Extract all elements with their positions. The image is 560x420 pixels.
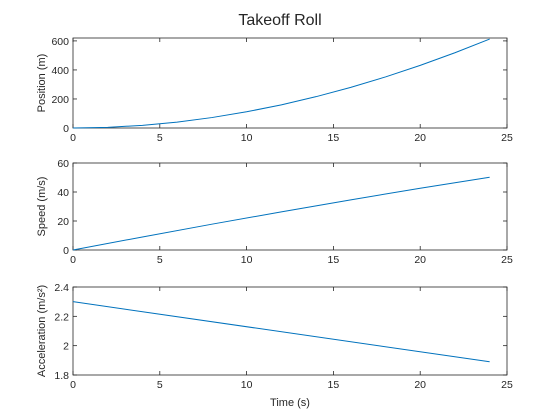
subplot-2: 0 5 10 15 20 25 0 20 40 60 Speed (m/s) — [36, 158, 513, 266]
x-tick-label: 5 — [157, 379, 163, 391]
subplot-3: 0 5 10 15 20 25 1.8 2 2.2 2.4 Acceleration (m/s²) T… — [36, 282, 513, 409]
y-tick-label: 2.4 — [54, 282, 69, 294]
series-line — [72, 176, 490, 251]
series-line — [72, 301, 490, 363]
x-tick-label: 20 — [414, 254, 426, 266]
x-tick-label: 10 — [241, 132, 253, 144]
axes-box — [72, 162, 508, 251]
y-axis-label: Acceleration (m/s²) — [36, 285, 48, 377]
figure-title: Takeoff Roll — [238, 12, 321, 29]
y-tick-label: 400 — [51, 65, 69, 77]
x-tick-label: 20 — [414, 379, 426, 391]
x-tick-label: 15 — [328, 254, 340, 266]
y-tick-label: 0 — [63, 245, 69, 257]
y-tick-label: 2 — [63, 341, 69, 353]
x-tick-label: 0 — [70, 132, 76, 144]
y-tick-label: 200 — [51, 94, 69, 106]
series-line — [72, 38, 490, 129]
x-tick-label: 0 — [70, 379, 76, 391]
x-tick-label: 20 — [414, 132, 426, 144]
x-tick-label: 10 — [241, 254, 253, 266]
y-tick-label: 20 — [57, 216, 69, 228]
x-tick-label: 25 — [501, 132, 513, 144]
x-tick-label: 25 — [501, 254, 513, 266]
x-tick-label: 10 — [241, 379, 253, 391]
x-tick-label: 5 — [157, 132, 163, 144]
x-tick-label: 15 — [328, 132, 340, 144]
y-tick-label: 0 — [63, 123, 69, 135]
x-tick-label: 0 — [70, 254, 76, 266]
y-tick-label: 60 — [57, 158, 69, 170]
y-tick-label: 2.2 — [54, 311, 69, 323]
x-axis-label: Time (s) — [270, 397, 310, 409]
x-tick-label: 15 — [328, 379, 340, 391]
x-tick-label: 25 — [501, 379, 513, 391]
y-axis-label: Speed (m/s) — [36, 177, 48, 237]
axes-box — [72, 286, 508, 376]
y-axis-label: Position (m) — [36, 54, 48, 113]
y-tick-label: 1.8 — [54, 370, 69, 382]
y-tick-label: 40 — [57, 187, 69, 199]
axes-box — [72, 37, 508, 129]
x-tick-label: 5 — [157, 254, 163, 266]
y-tick-label: 600 — [51, 36, 69, 48]
